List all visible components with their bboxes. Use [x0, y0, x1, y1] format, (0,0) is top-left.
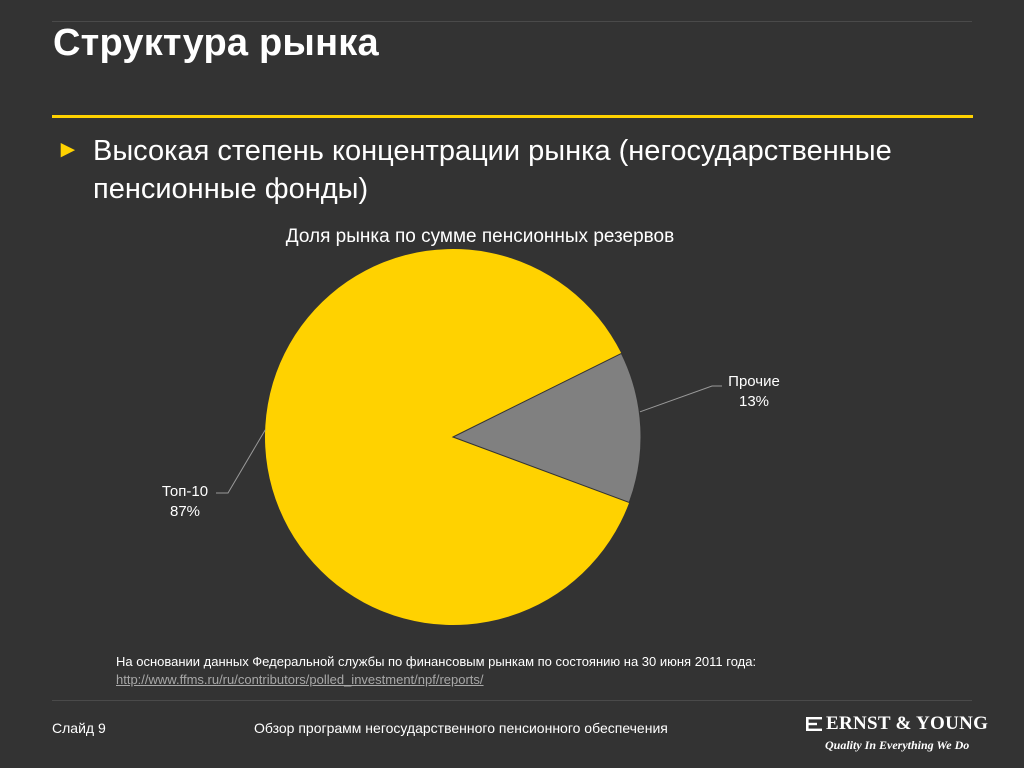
ernst-young-logo: ERNST & YOUNG Quality In Everything We D… — [806, 713, 988, 755]
logo-wordmark: ERNST & YOUNG — [826, 713, 989, 734]
title-underline — [52, 115, 973, 118]
logo-tagline: Quality In Everything We Do — [825, 738, 970, 752]
source-note-text: На основании данных Федеральной службы п… — [116, 654, 757, 669]
slide-number: Слайд 9 — [52, 720, 106, 736]
slice-name-other: Прочие — [728, 373, 780, 390]
slice-label-top10: Топ-10 87% — [150, 482, 220, 522]
source-note: На основании данных Федеральной службы п… — [116, 653, 936, 689]
footer-title: Обзор программ негосударственного пенсио… — [254, 720, 668, 736]
pie-slice-other — [451, 352, 642, 504]
source-link[interactable]: http://www.ffms.ru/ru/contributors/polle… — [116, 672, 484, 687]
pie-slice-top10 — [264, 249, 630, 626]
slice-name-top10: Топ-10 — [161, 483, 209, 500]
bullet-arrow-icon: ► — [56, 136, 80, 163]
slice-value-other: 13% — [738, 393, 770, 410]
slide-title: Структура рынка — [53, 22, 379, 64]
logo-mark-icon — [806, 717, 822, 731]
leader-line-other — [639, 385, 722, 413]
footer-divider — [52, 700, 972, 701]
top-divider — [52, 21, 972, 22]
slice-value-top10: 87% — [169, 503, 201, 520]
chart-title: Доля рынка по сумме пенсионных резервов — [285, 226, 675, 247]
bullet-text: Высокая степень концентрации рынка (него… — [93, 135, 892, 205]
leader-line-top10 — [216, 429, 266, 494]
slice-label-other: Прочие 13% — [712, 372, 796, 412]
